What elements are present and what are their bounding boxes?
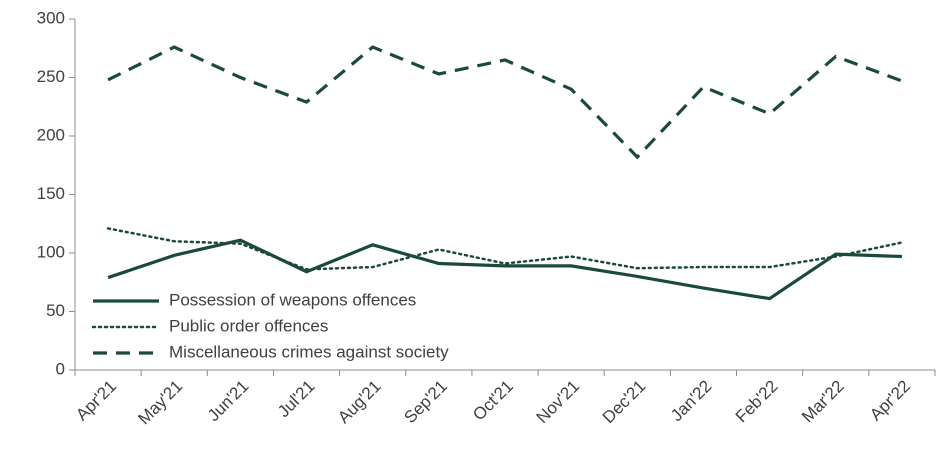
y-tick-label: 300 [37, 8, 65, 27]
y-tick-label: 150 [37, 184, 65, 203]
x-tick-label: Mar'22 [798, 377, 848, 427]
x-tick-label: Apr'21 [72, 377, 120, 425]
x-tick-label: May'21 [134, 377, 186, 429]
legend-label: Public order offences [169, 316, 328, 335]
x-tick-label: Apr'22 [866, 377, 914, 425]
x-tick-label: Dec'21 [599, 377, 649, 427]
x-tick-label: Jun'21 [204, 377, 252, 425]
series-line [106, 227, 904, 271]
series-line [107, 238, 902, 301]
x-tick-label: Oct'21 [469, 377, 517, 425]
y-tick-label: 0 [56, 359, 65, 378]
y-tick-label: 200 [37, 125, 65, 144]
y-tick-label: 250 [37, 67, 65, 86]
legend-label: Miscellaneous crimes against society [169, 342, 449, 361]
legend-label: Possession of weapons offences [169, 290, 416, 309]
x-tick-label: Jul'21 [274, 377, 318, 421]
x-tick-label: Nov'21 [533, 377, 583, 427]
series-line [107, 45, 903, 160]
x-tick-label: Sep'21 [400, 377, 450, 427]
x-tick-label: Jan'22 [667, 377, 715, 425]
x-tick-label: Aug'21 [334, 377, 384, 427]
y-tick-label: 100 [37, 242, 65, 261]
y-tick-label: 50 [46, 301, 65, 320]
x-tick-label: Feb'22 [732, 377, 782, 427]
